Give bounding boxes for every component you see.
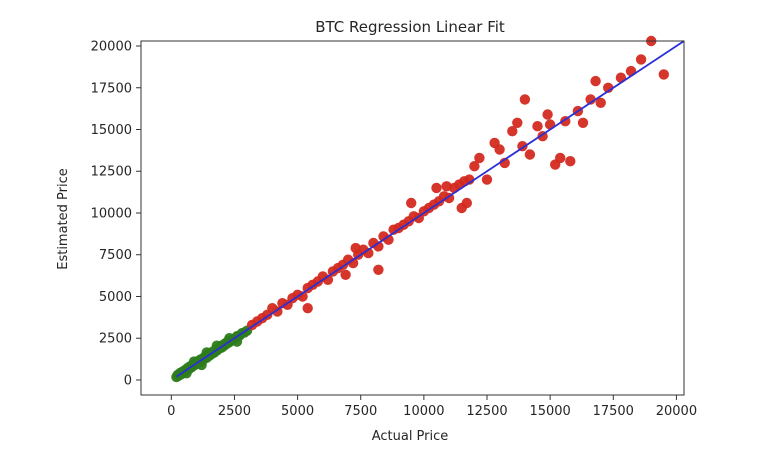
y-tick-label: 20000: [91, 40, 132, 55]
data-point-high: [512, 117, 523, 128]
data-point-high: [481, 174, 493, 185]
y-tick-label: 7500: [99, 248, 132, 263]
data-point-high: [302, 303, 313, 314]
y-tick-label: 17500: [91, 81, 132, 96]
ticks-layer: 0 2500 5000 7500 10000 12500 15000 17500 20000 0 2…: [91, 40, 697, 419]
data-point-high: [532, 121, 543, 132]
x-tick-label: 5000: [281, 404, 314, 419]
x-tick-label: 7500: [344, 404, 377, 419]
x-tick-label: 10000: [403, 404, 444, 419]
data-point-high: [494, 144, 505, 155]
data-point-high: [542, 109, 553, 120]
y-tick-label: 5000: [99, 290, 132, 305]
x-tick-label: 0: [167, 404, 175, 419]
data-point-high: [555, 152, 566, 164]
data-point-high: [524, 149, 536, 160]
data-point-high: [431, 182, 442, 194]
y-tick-label: 0: [124, 373, 132, 388]
data-point-high: [625, 65, 637, 77]
y-tick-label: 10000: [91, 206, 132, 221]
data-point-high: [340, 269, 351, 280]
x-tick-label: 12500: [466, 404, 507, 419]
x-axis-label: Actual Price: [372, 429, 449, 444]
plot-frame: [140, 40, 685, 396]
data-point-high: [373, 264, 384, 275]
data-point-high: [441, 181, 452, 192]
data-point-high: [577, 117, 589, 128]
x-tick-label: 15000: [529, 404, 570, 419]
y-tick-label: 12500: [91, 165, 132, 180]
data-point-high: [565, 156, 576, 167]
chart-title: BTC Regression Linear Fit: [315, 18, 505, 36]
data-point-high: [469, 161, 480, 172]
y-tick-label: 15000: [91, 123, 132, 138]
y-tick-label: 2500: [99, 332, 132, 347]
data-point-high: [350, 242, 361, 254]
data-point-high: [635, 54, 647, 65]
data-point-high: [595, 97, 606, 109]
data-point-high: [519, 94, 531, 105]
data-point-high: [461, 197, 472, 209]
data-point-high: [507, 126, 518, 137]
x-tick-label: 17500: [593, 404, 634, 419]
data-point-high: [658, 69, 669, 80]
x-tick-label: 20000: [656, 404, 697, 419]
y-axis-label: Estimated Price: [56, 168, 71, 270]
x-tick-label: 2500: [218, 404, 251, 419]
data-point-high: [590, 75, 601, 87]
fit-line-layer: [175, 40, 685, 378]
data-point-high: [474, 152, 485, 164]
data-point-high: [406, 197, 417, 209]
fit-line: [175, 40, 685, 378]
